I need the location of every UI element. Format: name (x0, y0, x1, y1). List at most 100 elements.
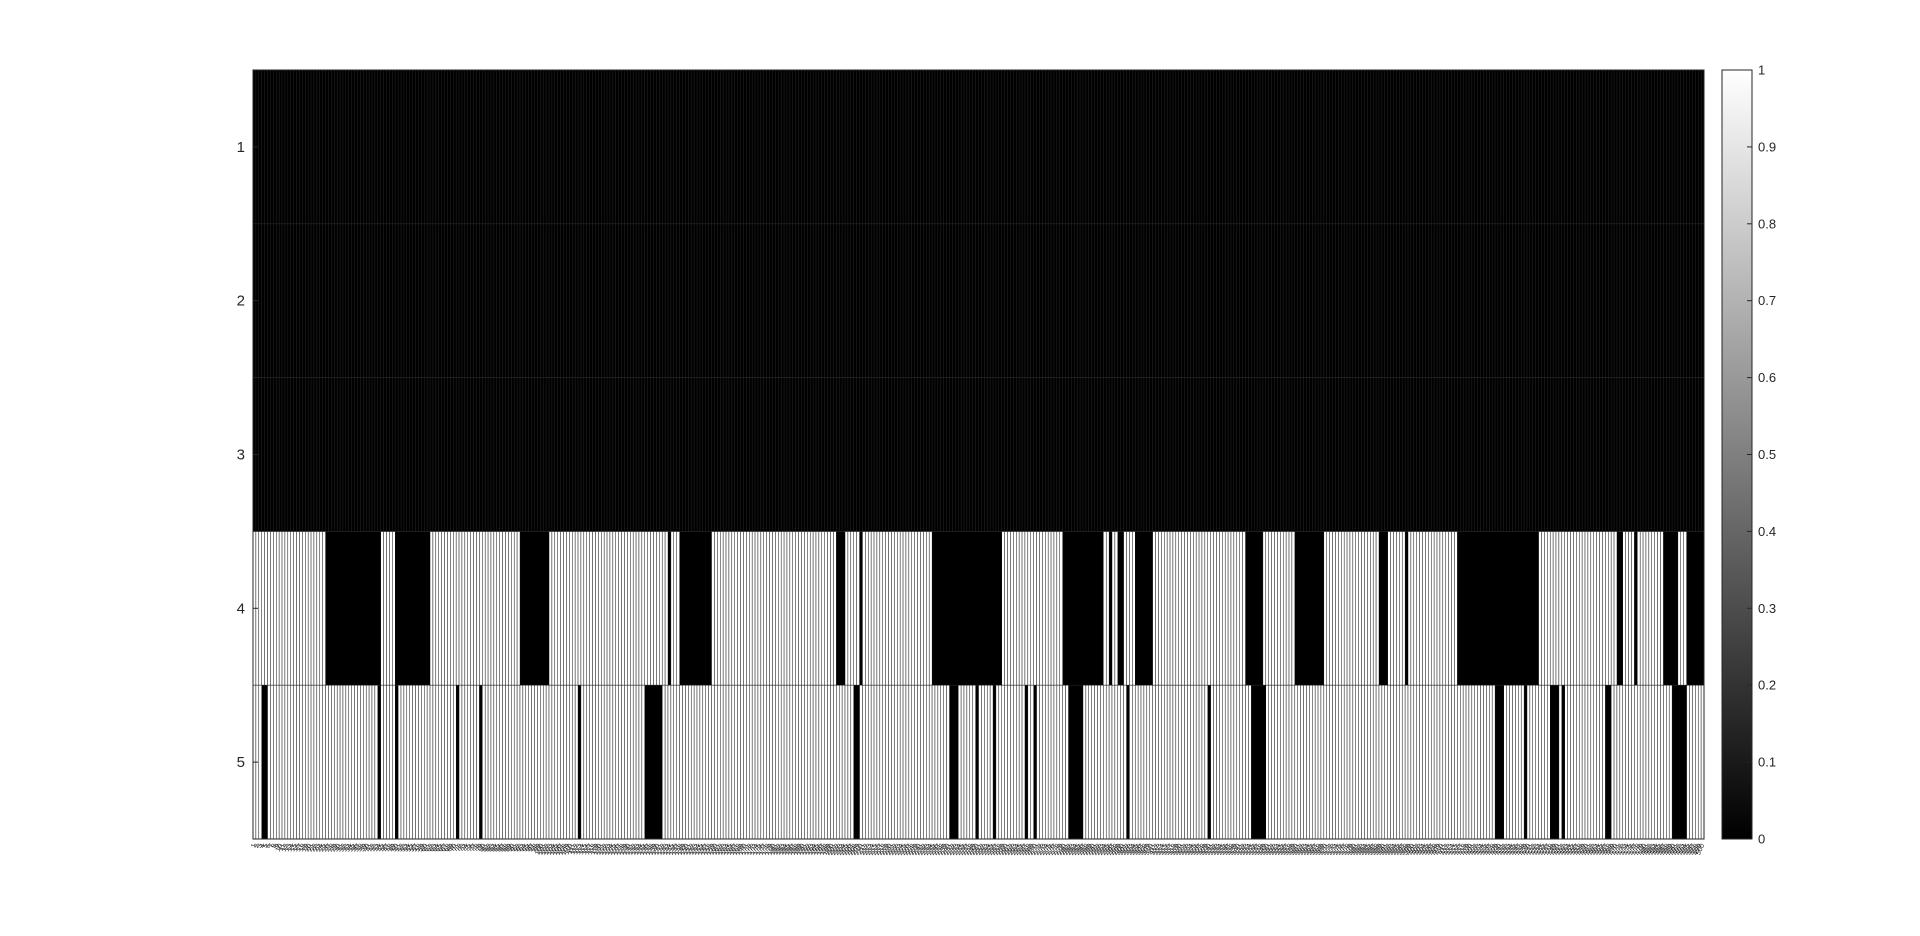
heatmap-cell (1347, 531, 1350, 685)
heatmap-cell (416, 685, 419, 839)
heatmap-cell (381, 531, 384, 685)
heatmap-cell (1324, 531, 1327, 685)
heatmap-cell (1631, 685, 1634, 839)
heatmap-cell (505, 685, 508, 839)
heatmap-cell (636, 685, 639, 839)
heatmap-cell (944, 685, 947, 839)
heatmap-cell (1367, 531, 1370, 685)
heatmap-cell (700, 685, 703, 839)
heatmap-cell (442, 531, 445, 685)
heatmap-cell (891, 531, 894, 685)
heatmap-cell (424, 685, 427, 839)
heatmap-cell (735, 685, 738, 839)
heatmap-cell (973, 685, 976, 839)
heatmap-cell (270, 531, 273, 685)
heatmap-cell (712, 685, 715, 839)
heatmap-cell (1147, 685, 1150, 839)
heatmap-cell (520, 685, 523, 839)
heatmap-cell (801, 685, 804, 839)
heatmap-cell (1449, 685, 1452, 839)
heatmap-cell (1022, 685, 1025, 839)
heatmap-cell (294, 531, 297, 685)
heatmap-cell (1597, 685, 1600, 839)
heatmap-cell (447, 685, 450, 839)
heatmap-cell (1231, 531, 1234, 685)
heatmap-cell (386, 531, 389, 685)
heatmap-cell (656, 531, 659, 685)
heatmap-cell (1373, 531, 1376, 685)
heatmap-cell (1245, 685, 1248, 839)
heatmap-cell (1103, 531, 1106, 685)
heatmap-cell (349, 685, 352, 839)
heatmap-cell (935, 685, 938, 839)
heatmap-cell (1443, 531, 1446, 685)
heatmap-cell (1562, 531, 1565, 685)
heatmap-cell (1335, 531, 1338, 685)
heatmap-cell (1115, 531, 1118, 685)
heatmap-cell (534, 685, 537, 839)
heatmap-cell (433, 531, 436, 685)
heatmap-cell (709, 685, 712, 839)
heatmap-cell (726, 685, 729, 839)
heatmap-cell (561, 685, 564, 839)
heatmap-cell (720, 531, 723, 685)
heatmap-cell (1176, 685, 1179, 839)
heatmap-cell (807, 531, 810, 685)
heatmap-cell (1289, 531, 1292, 685)
heatmap-cell (799, 685, 802, 839)
heatmap-cell (1060, 685, 1063, 839)
heatmap-cell (1629, 531, 1632, 685)
heatmap-cell (1411, 685, 1414, 839)
heatmap-cell (558, 531, 561, 685)
heatmap-cell (920, 531, 923, 685)
heatmap-cell (1388, 685, 1391, 839)
heatmap-cell (633, 685, 636, 839)
heatmap-cell (743, 531, 746, 685)
heatmap-cell (302, 685, 305, 839)
heatmap-cell (723, 685, 726, 839)
heatmap-cell (308, 531, 311, 685)
heatmap-cell (1318, 685, 1321, 839)
heatmap-cell (1652, 531, 1655, 685)
heatmap-cell (276, 531, 279, 685)
heatmap-cell (1275, 685, 1278, 839)
heatmap-cell (1170, 531, 1173, 685)
heatmap-cell (1373, 685, 1376, 839)
heatmap-cell (1222, 685, 1225, 839)
heatmap-cell (1695, 685, 1698, 839)
heatmap-cell (1544, 531, 1547, 685)
heatmap-cell (503, 531, 506, 685)
heatmap-cell (517, 531, 520, 685)
heatmap-cell (1399, 531, 1402, 685)
heatmap-cell (1585, 685, 1588, 839)
heatmap-cell (987, 685, 990, 839)
heatmap-cell (923, 685, 926, 839)
heatmap-cell (761, 685, 764, 839)
heatmap-cell (491, 531, 494, 685)
heatmap-cell (1515, 685, 1518, 839)
heatmap-cell (1333, 685, 1336, 839)
colorbar-tick-label: 0.6 (1758, 370, 1776, 385)
heatmap-cell (1571, 685, 1574, 839)
heatmap-cell (1237, 685, 1240, 839)
heatmap-cell (462, 531, 465, 685)
heatmap-cell (1646, 531, 1649, 685)
heatmap-cell (1364, 531, 1367, 685)
heatmap-cell (781, 685, 784, 839)
heatmap-cell (610, 685, 613, 839)
heatmap-cell (1054, 685, 1057, 839)
heatmap-cell (401, 685, 404, 839)
heatmap-cell (796, 531, 799, 685)
heatmap-cell (810, 531, 813, 685)
heatmap-cell (430, 531, 433, 685)
heatmap-cell (1446, 685, 1449, 839)
heatmap-cell (430, 685, 433, 839)
heatmap-cell (714, 531, 717, 685)
heatmap-cell (497, 685, 500, 839)
heatmap-cell (839, 685, 842, 839)
heatmap-cell (918, 685, 921, 839)
heatmap-cell (1335, 685, 1338, 839)
heatmap-cell (427, 685, 430, 839)
heatmap-cell (273, 685, 276, 839)
heatmap-cell (279, 531, 282, 685)
